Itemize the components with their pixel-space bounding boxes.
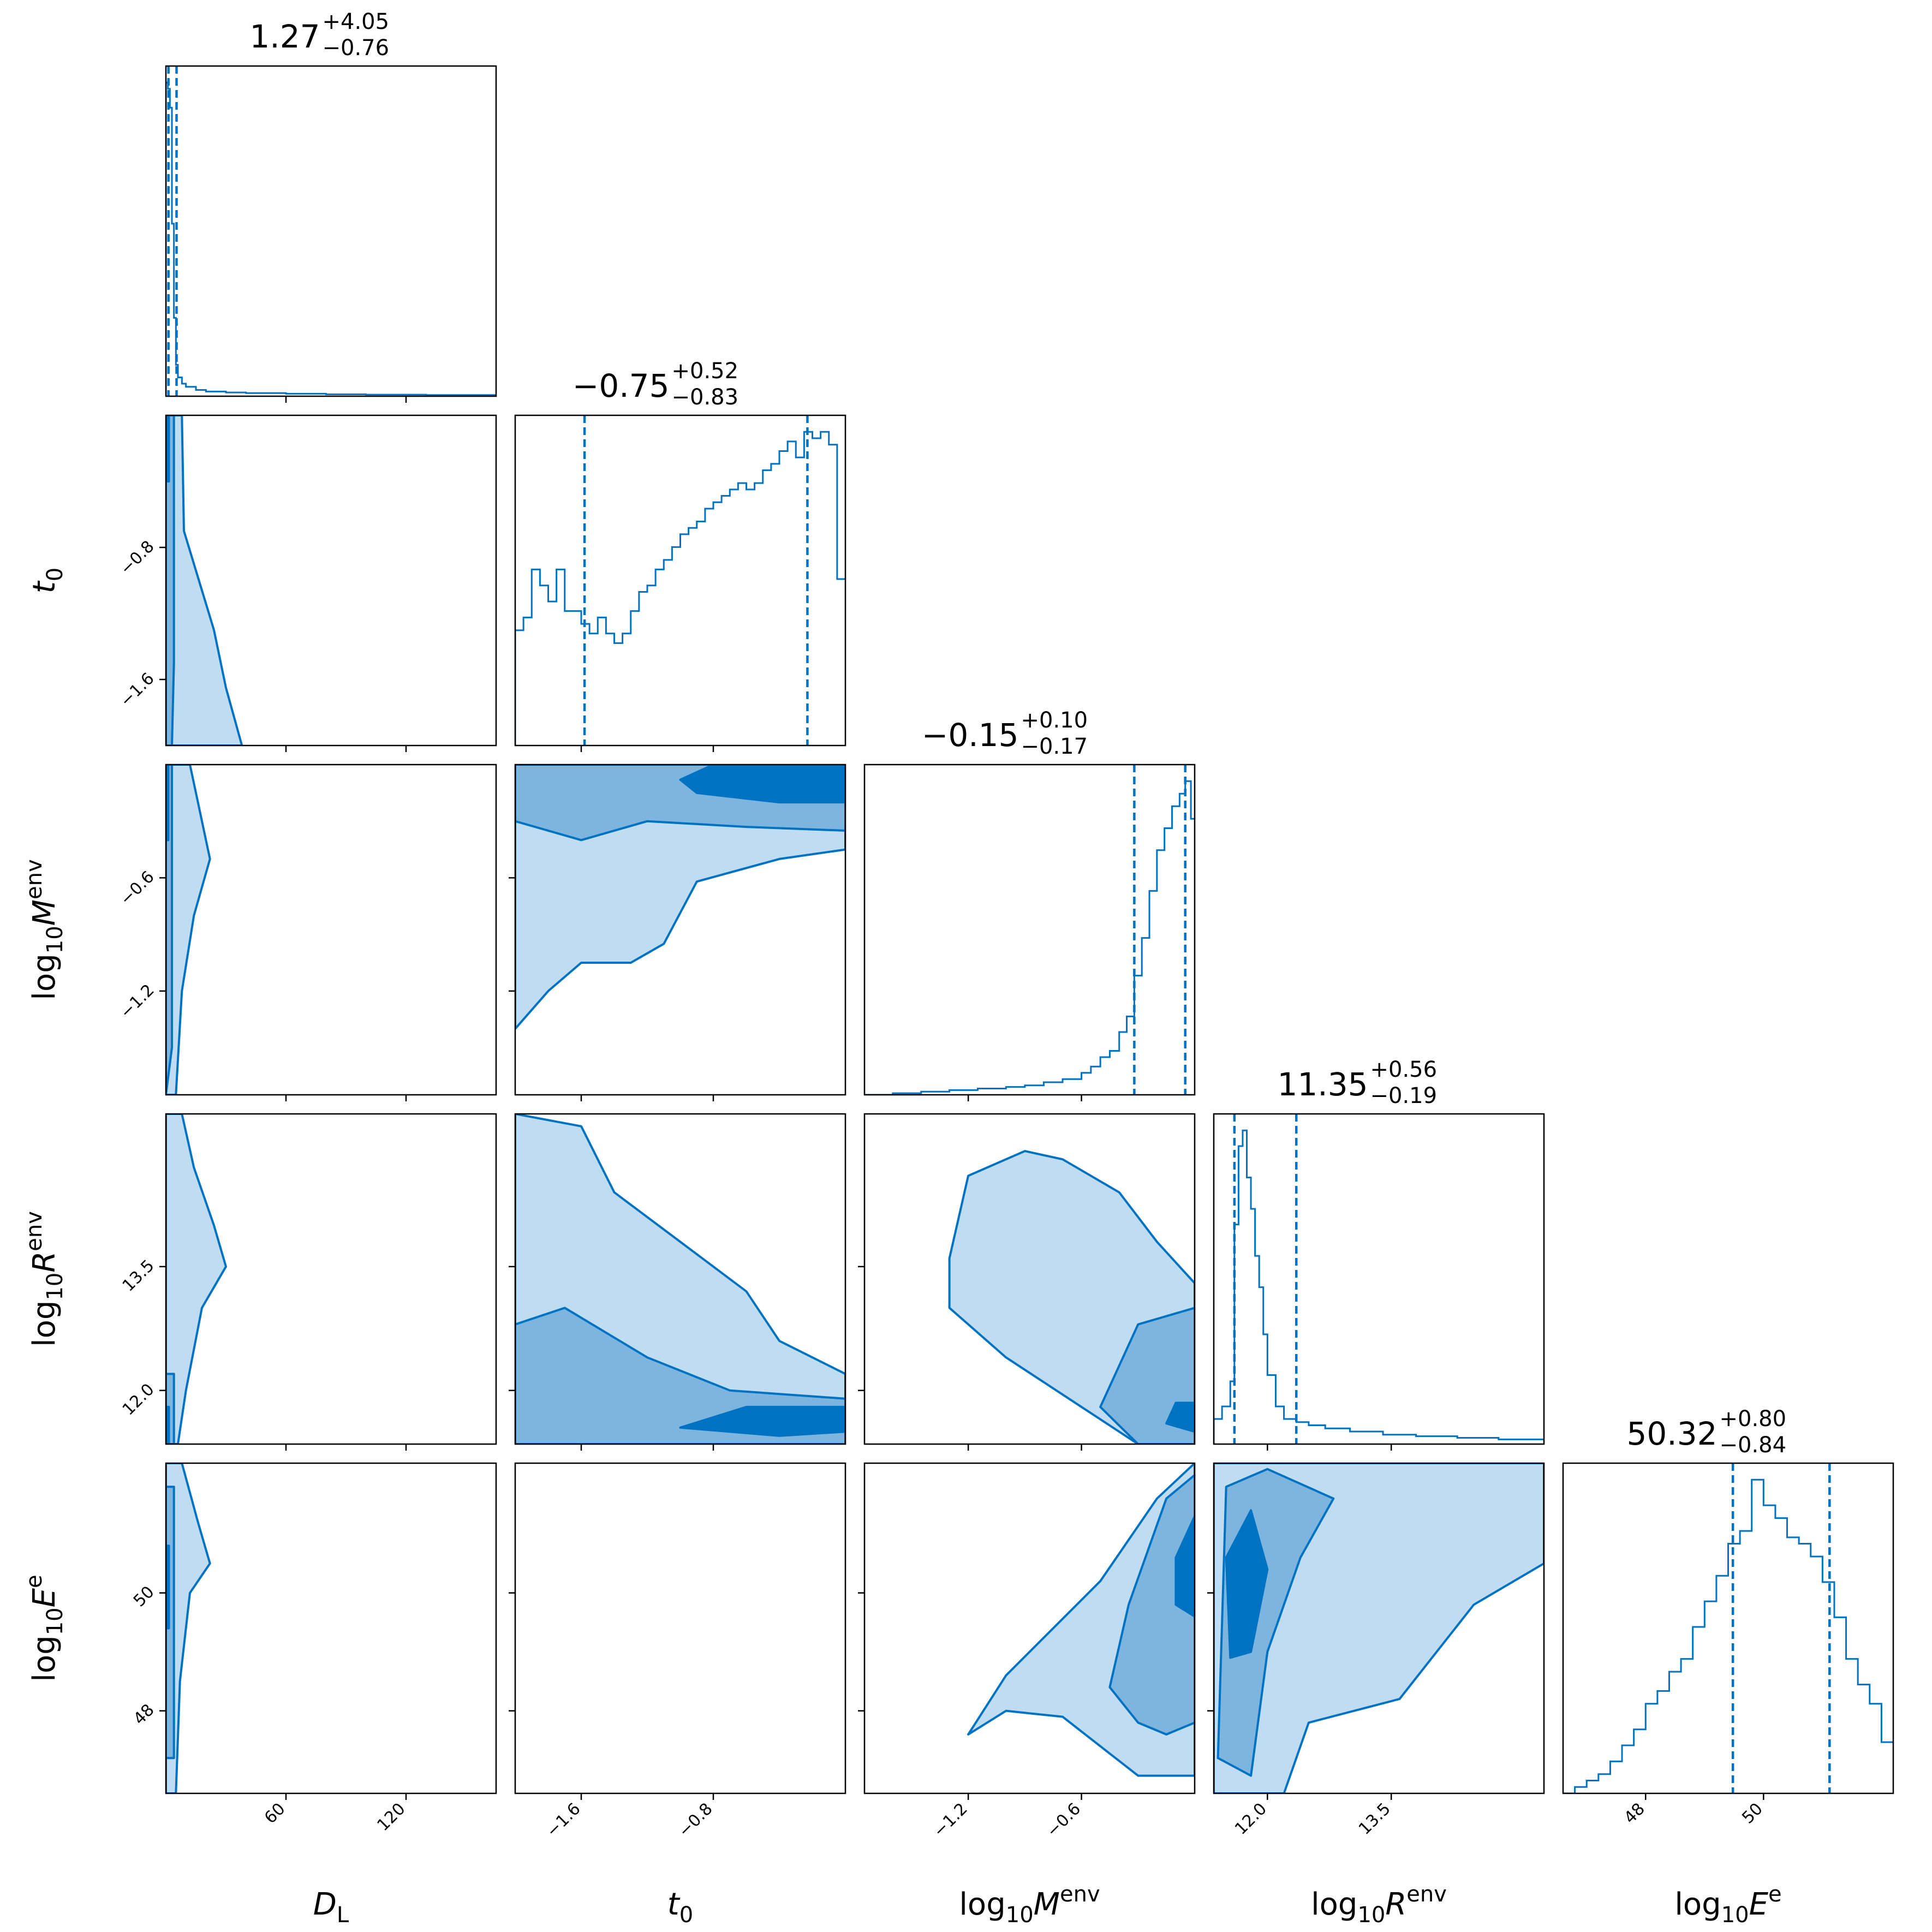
hist-line-t0 bbox=[515, 431, 845, 746]
contour-D_L-t0-1 bbox=[166, 415, 175, 746]
contour-D_L-log10R_env-0 bbox=[166, 1114, 227, 1444]
title-median-log10M_env: −0.15 bbox=[922, 717, 1019, 754]
pair-D_L-log10E_e bbox=[166, 1463, 211, 1793]
title-plus-log10E_e: +0.80 bbox=[1720, 1406, 1787, 1432]
title-minus-log10R_env: −0.19 bbox=[1370, 1083, 1438, 1108]
panel-frame-2-4 bbox=[863, 1462, 1196, 1794]
title-plus-t0: +0.52 bbox=[672, 359, 739, 384]
axis-label-log10E_e: log10Ee bbox=[22, 1575, 68, 1681]
contour-log10M_env-log10E_e-1 bbox=[1108, 1474, 1195, 1736]
title-plus-log10R_env: +0.56 bbox=[1370, 1057, 1438, 1082]
panel-frame-3-4 bbox=[1213, 1462, 1545, 1794]
title-median-D_L: 1.27 bbox=[249, 18, 320, 55]
ytick-label: −1.2 bbox=[116, 981, 158, 1022]
contour-D_L-log10E_e-2 bbox=[166, 1545, 170, 1630]
axis-label-t0: t0 bbox=[667, 1887, 693, 1928]
hist-log10E_e bbox=[1563, 1463, 1893, 1793]
panel-frame-1-4 bbox=[514, 1462, 846, 1794]
contour-t0-log10R_env-2 bbox=[679, 1405, 845, 1437]
pair-t0-log10M_env bbox=[515, 765, 845, 1030]
panel-frame-0-0 bbox=[165, 65, 497, 397]
panel-frame-1-3 bbox=[514, 1113, 846, 1445]
ytick-label: 13.5 bbox=[119, 1256, 158, 1296]
axis-label-log10M_env: log10Menv bbox=[959, 1882, 1100, 1928]
pair-t0-log10R_env bbox=[515, 1114, 845, 1444]
title-minus-log10M_env: −0.17 bbox=[1021, 734, 1088, 759]
panel-frame-3-3 bbox=[1213, 1113, 1545, 1445]
xtick-label: 48 bbox=[1620, 1799, 1649, 1828]
xtick-label: 60 bbox=[261, 1799, 289, 1828]
contour-D_L-log10E_e-0 bbox=[166, 1463, 211, 1793]
panel-frame-4-4 bbox=[1562, 1462, 1894, 1794]
title-median-log10E_e: 50.32 bbox=[1626, 1415, 1717, 1452]
title-minus-t0: −0.83 bbox=[672, 385, 739, 410]
xtick-label: −0.6 bbox=[1043, 1799, 1084, 1841]
contour-D_L-log10M_env-0 bbox=[166, 765, 211, 1095]
ytick-label: 50 bbox=[130, 1583, 158, 1611]
ytick-label: −0.8 bbox=[116, 537, 158, 579]
panel-frame-0-3 bbox=[165, 1113, 497, 1445]
contour-D_L-log10M_env-1 bbox=[166, 765, 173, 1095]
panel-frame-1-1 bbox=[514, 414, 846, 747]
hist-t0 bbox=[515, 415, 845, 746]
xtick-label: −1.2 bbox=[930, 1799, 971, 1841]
pair-log10R_env-log10E_e bbox=[1214, 1463, 1544, 1793]
contour-log10R_env-log10E_e-2 bbox=[1225, 1509, 1269, 1659]
contour-D_L-t0-2 bbox=[166, 415, 170, 482]
axis-label-D_L: DL bbox=[313, 1887, 349, 1928]
xtick-label: 13.5 bbox=[1355, 1799, 1394, 1839]
hist-log10M_env bbox=[864, 765, 1195, 1095]
axis-label-log10R_env: log10Renv bbox=[22, 1211, 68, 1347]
hist-D_L bbox=[166, 66, 496, 396]
xtick-label: 50 bbox=[1738, 1799, 1767, 1828]
title-minus-D_L: −0.76 bbox=[323, 35, 390, 61]
hist-line-log10E_e bbox=[1563, 1478, 1893, 1793]
contour-D_L-log10R_env-2 bbox=[166, 1405, 170, 1444]
pair-log10M_env-log10R_env bbox=[948, 1150, 1195, 1444]
ytick-label: −0.6 bbox=[116, 867, 158, 909]
contour-log10M_env-log10R_env-2 bbox=[1165, 1402, 1195, 1433]
hist-line-log10M_env bbox=[864, 780, 1195, 1095]
contour-t0-log10M_env-2 bbox=[679, 765, 845, 804]
hist-line-log10R_env bbox=[1214, 1129, 1544, 1444]
panels: −1.6 −0.8 −1.2 −0.6 12.0 13.5 60 120 48 50 −1.6 −0.… bbox=[22, 9, 1894, 1928]
panel-frame-1-2 bbox=[514, 764, 846, 1096]
panel-frame-2-2 bbox=[863, 764, 1196, 1096]
hist-line-D_L bbox=[166, 81, 496, 396]
panel-frame-0-1 bbox=[165, 414, 497, 747]
ytick-label: 48 bbox=[130, 1701, 158, 1729]
contour-log10M_env-log10E_e-2 bbox=[1174, 1515, 1195, 1618]
ytick-label: 12.0 bbox=[119, 1380, 158, 1420]
pair-D_L-log10R_env bbox=[166, 1114, 227, 1444]
axis-label-log10E_e: log10Ee bbox=[1674, 1882, 1781, 1928]
xtick-label: −0.8 bbox=[675, 1799, 716, 1841]
ytick-label: −1.6 bbox=[116, 669, 158, 711]
hist-log10R_env bbox=[1214, 1114, 1544, 1444]
title-minus-log10E_e: −0.84 bbox=[1720, 1433, 1787, 1458]
axis-label-log10R_env: log10Renv bbox=[1311, 1882, 1447, 1928]
title-median-log10R_env: 11.35 bbox=[1277, 1066, 1368, 1103]
panel-frame-2-3 bbox=[863, 1113, 1196, 1445]
contour-log10M_env-log10R_env-1 bbox=[1099, 1307, 1195, 1444]
title-plus-D_L: +4.05 bbox=[323, 9, 390, 34]
pair-D_L-log10M_env bbox=[166, 765, 211, 1095]
axis-label-log10M_env: log10Menv bbox=[22, 859, 68, 1000]
pair-log10M_env-log10E_e bbox=[967, 1463, 1195, 1777]
title-median-t0: −0.75 bbox=[573, 367, 670, 404]
xtick-label: −1.6 bbox=[542, 1799, 584, 1841]
panel-frame-0-2 bbox=[165, 764, 497, 1096]
pair-D_L-t0 bbox=[166, 415, 243, 746]
panel-frame-0-4 bbox=[165, 1462, 497, 1794]
axis-label-t0: t0 bbox=[27, 568, 68, 593]
title-plus-log10M_env: +0.10 bbox=[1021, 708, 1088, 733]
xtick-label: 120 bbox=[373, 1799, 409, 1835]
contour-D_L-t0-0 bbox=[166, 415, 243, 746]
xtick-label: 12.0 bbox=[1231, 1799, 1271, 1839]
